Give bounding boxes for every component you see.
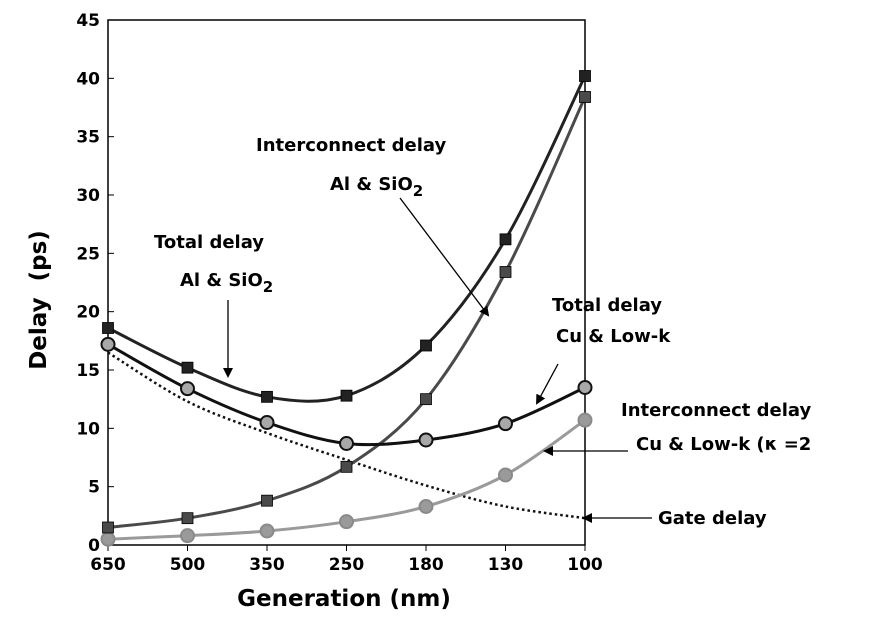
data-point [261,390,273,403]
data-point [579,70,591,82]
y-tick-label: 0 [88,536,100,556]
y-axis-ticks: 0 5 10 15 20 25 30 35 40 45 [76,11,114,556]
y-tick-label: 45 [76,11,100,31]
annotation-label: Total delay [552,295,662,316]
annotation-label: Interconnect delay [621,400,811,421]
data-point [181,512,194,525]
x-tick-label: 350 [249,555,285,575]
data-point [577,380,593,395]
annotation-label: Cu & Low-k (κ =2 [636,434,811,455]
x-tick-label: 250 [329,555,365,575]
annotation-arrow [399,197,490,317]
y-tick-label: 40 [76,69,100,89]
y-axis-title: Delay (ps) [26,230,52,370]
y-tick-label: 30 [76,186,100,206]
data-point [180,528,195,544]
data-point [577,412,593,428]
x-axis-title: Generation (nm) [237,586,451,612]
data-point [418,499,434,514]
data-point [261,494,273,507]
x-tick-label: 100 [567,555,603,575]
annotation-label: Interconnect delay [256,135,446,156]
data-point [420,339,432,352]
x-tick-label: 180 [408,555,444,575]
series-inter-cu [100,412,593,547]
data-point [418,432,434,448]
x-axis-ticks: 650 500 350 250 180 130 100 [90,545,603,575]
annotation-label: Total delay [154,232,264,253]
data-point [259,415,275,430]
data-point [339,514,354,530]
y-tick-label: 20 [76,303,100,323]
data-point [340,460,353,473]
series-line [107,351,586,520]
data-point [259,523,275,539]
annotation-arrows [223,197,652,523]
series-gate [107,351,586,520]
y-tick-label: 15 [76,361,100,381]
annotations: Total delay Al & SiO2 Interconnect delay Al… [154,135,811,529]
data-point [339,436,354,451]
annotation-label: Al & SiO2 [330,174,423,200]
annotation-arrow [536,363,559,405]
series-total-cu [100,336,593,451]
y-tick-label: 10 [76,419,100,439]
x-tick-label: 500 [170,555,206,575]
data-point [499,233,512,246]
series-inter-al [102,91,591,534]
data-point [100,531,116,547]
data-point [340,389,353,402]
x-tick-label: 650 [90,555,126,575]
x-tick-label: 130 [488,555,524,575]
data-point [420,393,432,406]
y-tick-label: 35 [76,128,100,148]
series-layer [100,70,593,547]
data-point [579,91,591,103]
data-point [181,361,194,374]
data-point [498,416,513,432]
series-line [107,96,587,529]
data-point [102,521,114,534]
series-total-al [102,70,591,403]
data-point [102,322,114,334]
y-tick-label: 25 [76,244,100,264]
annotation-label: Al & SiO2 [180,270,273,296]
y-tick-label: 5 [88,478,100,498]
annotation-label: Cu & Low-k [556,326,671,347]
data-point [100,336,116,352]
data-point [499,266,512,278]
annotation-label: Gate delay [658,508,767,529]
data-point [180,381,195,397]
data-point [498,467,513,483]
